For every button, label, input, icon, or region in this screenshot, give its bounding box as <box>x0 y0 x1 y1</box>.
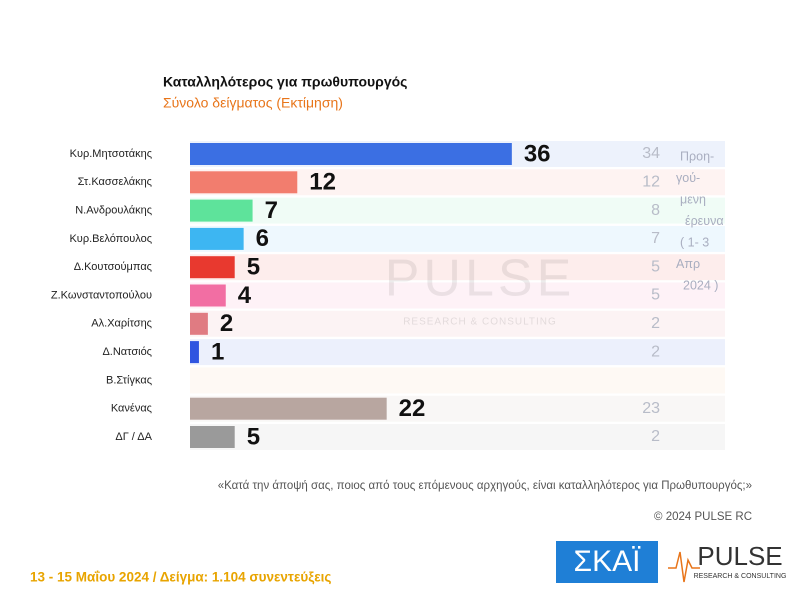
category-label: Β.Στίγκας <box>106 374 152 386</box>
previous-value: 5 <box>651 287 660 304</box>
row-background <box>190 424 725 450</box>
value-label: 5 <box>247 254 260 281</box>
previous-value: 12 <box>642 174 660 191</box>
category-label: Δ.Κουτσούμπας <box>74 261 152 273</box>
question: «Κατά την άποψή σας, ποιος από τους επόμ… <box>218 480 752 492</box>
value-label: 12 <box>309 169 336 196</box>
value-label: 6 <box>256 225 269 252</box>
row-background <box>190 310 725 337</box>
value-label: 7 <box>265 197 278 224</box>
pulse-logo-sub: RESEARCH & CONSULTING <box>694 573 787 580</box>
category-label: Κυρ.Μητσοτάκης <box>70 148 152 160</box>
previous-value: 23 <box>642 400 660 417</box>
previous-value: 8 <box>651 202 660 219</box>
bar <box>190 341 199 364</box>
previous-note-line: γού- <box>676 171 700 185</box>
previous-note-line: 2024 ) <box>683 278 718 292</box>
previous-note-line: Προη- <box>680 149 714 163</box>
category-label: Ν.Ανδρουλάκης <box>75 205 152 217</box>
skai-logo: ΣΚΑΪ <box>574 545 642 578</box>
row-background <box>190 282 725 309</box>
previous-note-line: Απρ <box>676 257 700 271</box>
row-background <box>190 197 725 224</box>
category-label: Δ.Νατσιός <box>102 346 152 358</box>
pulse-logo-line <box>668 551 700 583</box>
value-label: 1 <box>211 338 224 365</box>
category-label: Κυρ.Βελόπουλος <box>69 233 152 245</box>
category-label: Αλ.Χαρίτσης <box>91 318 152 330</box>
value-label: 22 <box>399 395 426 422</box>
bar <box>190 199 253 222</box>
copyright: © 2024 PULSE RC <box>654 511 752 523</box>
previous-value: 5 <box>651 258 660 275</box>
chart-subtitle: Σύνολο δείγματος (Εκτίμηση) <box>163 95 343 111</box>
value-label: 4 <box>238 282 252 309</box>
value-label: 2 <box>220 310 233 337</box>
previous-value: 7 <box>651 230 660 247</box>
previous-note-line: ( 1- 3 <box>680 235 709 249</box>
previous-value: 34 <box>642 145 660 162</box>
watermark-sub: RESEARCH & CONSULTING <box>403 317 557 328</box>
category-label: Στ.Κασσελάκης <box>78 176 152 188</box>
skai-logo-box <box>556 541 658 583</box>
row-background <box>190 225 725 252</box>
footer: 13 - 15 Μαΐου 2024 / Δείγμα: 1.104 συνεν… <box>30 570 331 585</box>
previous-note-line: έρευνα <box>685 214 724 228</box>
category-label: Κανένας <box>111 403 152 415</box>
bar <box>190 397 387 420</box>
bar <box>190 227 244 250</box>
category-label: Ζ.Κωνσταντοπούλου <box>51 289 152 301</box>
row-background <box>190 254 725 281</box>
previous-value: 2 <box>651 343 660 360</box>
bar <box>190 256 235 279</box>
row-background <box>190 367 725 394</box>
category-label: ΔΓ / ΔΑ <box>115 431 152 443</box>
bar <box>190 284 226 307</box>
pulse-logo: PULSE <box>697 541 782 571</box>
bar <box>190 171 298 194</box>
bar <box>190 143 512 165</box>
chart-title: Καταλληλότερος για πρωθυπουργός <box>163 74 407 90</box>
value-label: 36 <box>524 140 551 167</box>
watermark: PULSE <box>385 250 576 308</box>
previous-value: 2 <box>651 428 660 445</box>
bar <box>190 312 208 335</box>
previous-value: 2 <box>651 315 660 332</box>
previous-note: Προη-γού-μενη έρευνα ( 1- 3 Απρ 2024 ) <box>676 149 724 292</box>
bar <box>190 426 235 448</box>
value-label: 5 <box>247 423 260 450</box>
row-background <box>190 339 725 366</box>
previous-note-line: μενη <box>680 192 706 206</box>
